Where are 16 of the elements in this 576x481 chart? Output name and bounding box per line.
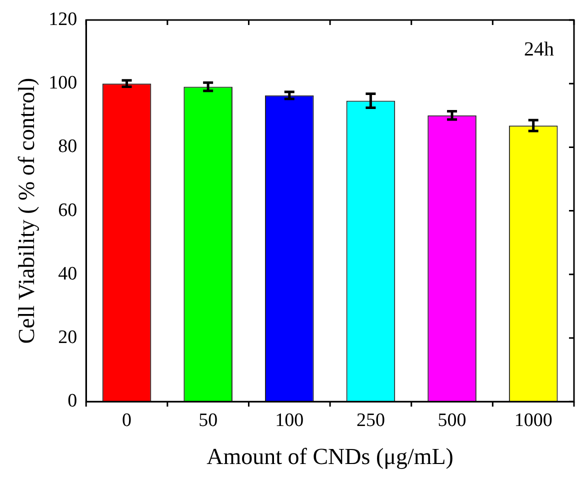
x-tick-label: 0 [122,410,132,431]
x-tick-label: 100 [275,410,304,431]
annotation: 24h [524,38,554,60]
y-tick-label: 80 [58,136,78,158]
x-tick-label: 500 [438,410,466,431]
x-tick-label: 250 [356,410,385,431]
y-tick-label: 0 [68,390,78,412]
y-tick-label: 20 [58,326,78,348]
y-tick-label: 120 [48,8,78,30]
x-tick-label: 1000 [514,410,552,431]
y-tick-label: 40 [58,263,78,284]
x-tick-label: 50 [198,410,218,431]
y-tick-label: 100 [48,72,78,94]
y-tick-label: 60 [58,200,78,221]
x-axis-title: Amount of CNDs (μg/mL) [206,444,454,470]
y-axis-title: Cell Viability ( % of control) [14,78,39,344]
